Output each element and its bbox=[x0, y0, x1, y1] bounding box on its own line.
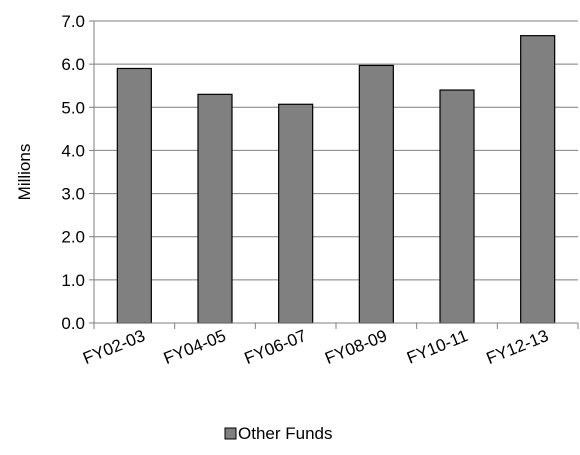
y-axis-label: Millions bbox=[15, 144, 34, 201]
bar bbox=[439, 89, 475, 324]
y-tick-label: 0.0 bbox=[61, 314, 85, 333]
legend-swatch bbox=[224, 427, 237, 440]
y-tick-label: 1.0 bbox=[61, 271, 85, 290]
bar bbox=[520, 35, 556, 324]
x-tick-label: FY06-07 bbox=[242, 326, 310, 368]
y-tick-labels: 0.0 1.0 2.0 3.0 4.0 5.0 6.0 7.0 bbox=[61, 12, 85, 333]
y-tick-label: 4.0 bbox=[61, 141, 85, 160]
x-tick-label: FY10-11 bbox=[404, 326, 470, 368]
legend-label: Other Funds bbox=[238, 424, 333, 443]
bar bbox=[278, 103, 314, 324]
y-tick-label: 5.0 bbox=[61, 98, 85, 117]
gridlines bbox=[94, 20, 578, 281]
bar bbox=[358, 64, 394, 324]
y-tick-label: 6.0 bbox=[61, 55, 85, 74]
y-tick-label: 3.0 bbox=[61, 185, 85, 204]
y-tick-label: 7.0 bbox=[61, 12, 85, 31]
x-tick-label: FY02-03 bbox=[80, 326, 148, 368]
y-tick-label: 2.0 bbox=[61, 228, 85, 247]
x-tick-label: FY04-05 bbox=[161, 326, 229, 368]
bars bbox=[116, 35, 556, 324]
x-tick-label: FY08-09 bbox=[322, 326, 390, 368]
bar bbox=[197, 93, 233, 324]
bar bbox=[116, 67, 152, 324]
x-tick-label: FY12-13 bbox=[484, 326, 552, 368]
axes bbox=[89, 20, 579, 329]
x-tick-labels: FY02-03 FY04-05 FY06-07 FY08-09 FY10-11 FY12-… bbox=[80, 326, 551, 368]
legend: Other Funds bbox=[224, 424, 333, 443]
